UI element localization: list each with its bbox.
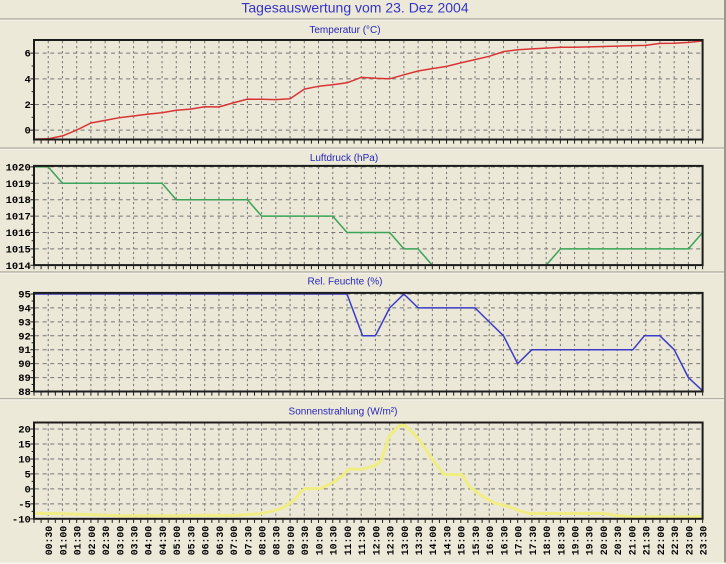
- svg-text:95: 95: [18, 290, 31, 302]
- svg-text:93: 93: [18, 317, 31, 329]
- svg-text:13:30: 13:30: [414, 526, 426, 556]
- svg-text:09:30: 09:30: [300, 526, 312, 556]
- svg-text:23:30: 23:30: [699, 526, 711, 556]
- svg-text:88: 88: [18, 387, 31, 399]
- svg-text:22:30: 22:30: [670, 526, 682, 556]
- svg-text:14:00: 14:00: [428, 526, 440, 556]
- svg-text:18:00: 18:00: [542, 526, 554, 556]
- svg-text:22:00: 22:00: [656, 526, 668, 556]
- svg-text:94: 94: [18, 303, 31, 315]
- svg-text:1017: 1017: [6, 212, 31, 224]
- svg-text:0: 0: [24, 484, 30, 496]
- svg-text:00:30: 00:30: [44, 526, 56, 556]
- svg-text:Tagesauswertung vom 23. Dez 20: Tagesauswertung vom 23. Dez 2004: [241, 0, 468, 16]
- svg-text:19:30: 19:30: [585, 526, 597, 556]
- svg-text:5: 5: [24, 469, 30, 481]
- svg-text:01:00: 01:00: [58, 526, 70, 556]
- svg-text:92: 92: [18, 331, 31, 343]
- svg-text:16:00: 16:00: [485, 526, 497, 556]
- svg-text:Sonnenstrahlung (W/m²): Sonnenstrahlung (W/m²): [289, 406, 398, 417]
- svg-text:17:30: 17:30: [528, 526, 540, 556]
- svg-text:10: 10: [18, 455, 31, 467]
- svg-text:05:00: 05:00: [172, 526, 184, 556]
- svg-text:20:00: 20:00: [599, 526, 611, 556]
- svg-text:Temperatur (°C): Temperatur (°C): [309, 25, 380, 36]
- svg-text:12:30: 12:30: [386, 526, 398, 556]
- svg-text:19:00: 19:00: [570, 526, 582, 556]
- svg-text:18:30: 18:30: [556, 526, 568, 556]
- svg-text:08:00: 08:00: [258, 526, 270, 556]
- svg-text:6: 6: [24, 49, 30, 61]
- svg-text:Rel. Feuchte (%): Rel. Feuchte (%): [307, 276, 382, 287]
- svg-text:10:30: 10:30: [329, 526, 341, 556]
- svg-text:21:30: 21:30: [642, 526, 654, 556]
- svg-text:07:00: 07:00: [229, 526, 241, 556]
- svg-text:07:30: 07:30: [243, 526, 255, 556]
- svg-text:1014: 1014: [6, 261, 31, 273]
- svg-text:1020: 1020: [6, 162, 31, 174]
- svg-text:1019: 1019: [6, 179, 31, 191]
- svg-text:90: 90: [18, 359, 31, 371]
- svg-text:20: 20: [18, 425, 31, 437]
- svg-text:-5: -5: [18, 499, 31, 511]
- svg-text:4: 4: [24, 74, 30, 86]
- svg-text:16:30: 16:30: [499, 526, 511, 556]
- svg-text:11:00: 11:00: [343, 526, 355, 556]
- svg-text:20:30: 20:30: [613, 526, 625, 556]
- svg-text:02:30: 02:30: [101, 526, 113, 556]
- svg-text:89: 89: [18, 373, 31, 385]
- svg-text:11:30: 11:30: [357, 526, 369, 556]
- svg-text:0: 0: [24, 126, 30, 138]
- svg-text:13:00: 13:00: [400, 526, 412, 556]
- svg-text:91: 91: [18, 345, 31, 357]
- svg-text:03:00: 03:00: [115, 526, 127, 556]
- svg-text:04:00: 04:00: [144, 526, 156, 556]
- svg-text:15:30: 15:30: [471, 526, 483, 556]
- svg-text:23:00: 23:00: [684, 526, 696, 556]
- svg-text:09:00: 09:00: [286, 526, 298, 556]
- svg-text:2: 2: [24, 100, 30, 112]
- svg-text:14:30: 14:30: [442, 526, 454, 556]
- svg-text:05:30: 05:30: [186, 526, 198, 556]
- svg-text:12:00: 12:00: [371, 526, 383, 556]
- svg-text:10:00: 10:00: [314, 526, 326, 556]
- svg-text:21:00: 21:00: [627, 526, 639, 556]
- svg-text:1015: 1015: [6, 244, 31, 256]
- svg-text:15: 15: [18, 440, 31, 452]
- svg-text:08:30: 08:30: [272, 526, 284, 556]
- svg-text:1018: 1018: [6, 195, 31, 207]
- svg-text:-10: -10: [12, 514, 31, 526]
- svg-text:17:00: 17:00: [514, 526, 526, 556]
- svg-text:01:30: 01:30: [73, 526, 85, 556]
- svg-text:04:30: 04:30: [158, 526, 170, 556]
- svg-text:02:00: 02:00: [87, 526, 99, 556]
- svg-text:15:00: 15:00: [457, 526, 469, 556]
- svg-text:06:00: 06:00: [201, 526, 213, 556]
- svg-text:1016: 1016: [6, 228, 31, 240]
- svg-text:06:30: 06:30: [215, 526, 227, 556]
- svg-text:03:30: 03:30: [129, 526, 141, 556]
- svg-text:Luftdruck (hPa): Luftdruck (hPa): [310, 153, 378, 164]
